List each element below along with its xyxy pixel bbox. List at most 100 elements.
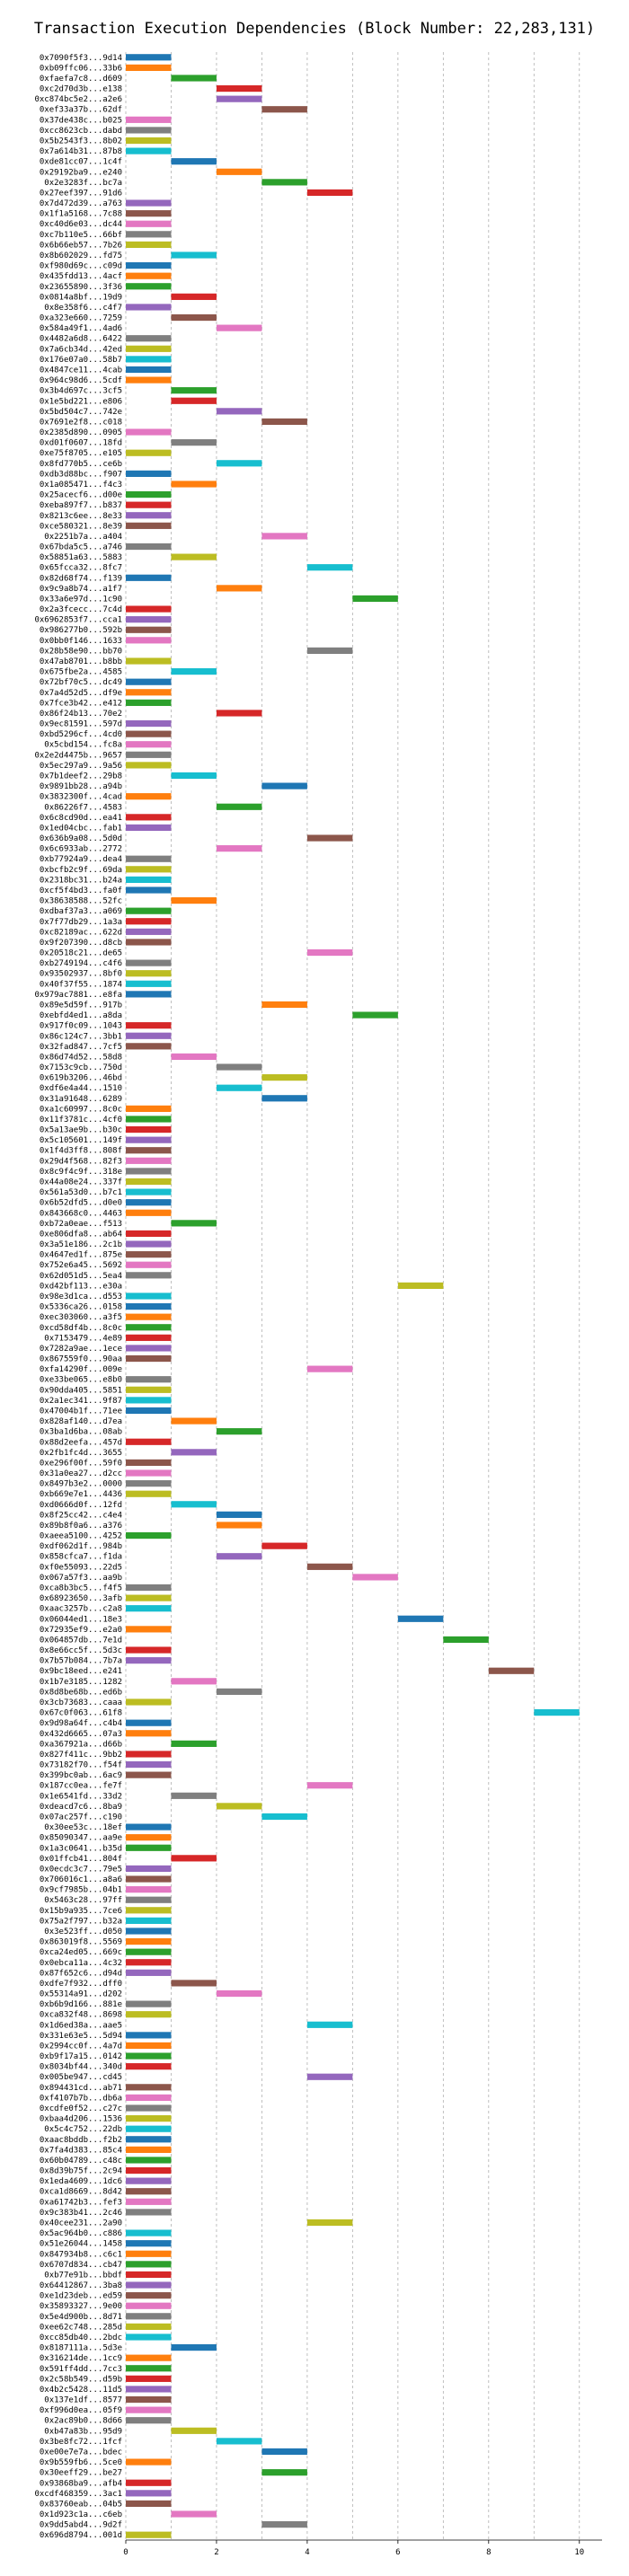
y-tick-label-50: 0x82d68f74...f139 <box>40 574 122 583</box>
y-tick-label-212: 0x6707d834...cb47 <box>40 2261 122 2270</box>
bar-175 <box>126 1875 172 1883</box>
bar-68 <box>126 762 172 769</box>
y-tick-label-64: 0x9ec81591...597d <box>40 720 122 729</box>
bar-197 <box>126 2104 172 2112</box>
y-tick-label-143: 0xdf062d1f...984b <box>40 1542 122 1551</box>
y-tick-label-19: 0x8b602029...fd75 <box>40 251 122 260</box>
bar-183 <box>126 1959 172 1966</box>
bar-21 <box>126 272 172 279</box>
bar-188 <box>126 2011 172 2018</box>
y-tick-label-82: 0xdbaf37a3...a069 <box>40 907 122 916</box>
bar-233 <box>126 2479 172 2486</box>
bar-171 <box>126 1834 172 1841</box>
y-tick-label-58: 0x47ab8701...b8bb <box>40 657 122 666</box>
y-tick-label-81: 0x38638588...52fc <box>40 897 122 906</box>
y-tick-label-157: 0x8d8be68b...ed6b <box>40 1688 122 1697</box>
y-tick-label-4: 0xc874bc5e2...a2e6 <box>34 95 122 104</box>
bar-100 <box>261 1095 307 1102</box>
bar-204 <box>126 2177 172 2184</box>
y-tick-label-221: 0x316214de...1cc9 <box>40 2354 122 2363</box>
bar-203 <box>126 2166 172 2175</box>
bar-70 <box>261 782 307 790</box>
y-tick-label-216: 0x35893327...9e00 <box>40 2302 122 2311</box>
bar-71 <box>126 793 172 800</box>
y-tick-label-147: 0xca8b3bc5...f4f5 <box>40 1584 122 1593</box>
bar-92 <box>352 1011 398 1019</box>
bar-22 <box>126 283 172 290</box>
y-tick-label-66: 0x5cbd154...fc8a <box>44 741 122 750</box>
bar-238 <box>126 2531 172 2538</box>
y-tick-label-223: 0x2c58b549...d59b <box>40 2375 122 2384</box>
y-tick-label-60: 0x72bf70c5...dc49 <box>40 678 122 687</box>
bar-149 <box>126 1605 172 1612</box>
bar-116 <box>126 1261 172 1268</box>
bar-158 <box>126 1698 172 1706</box>
y-tick-label-192: 0xb9f17a15...0142 <box>40 2052 122 2061</box>
bar-118 <box>397 1282 444 1290</box>
y-tick-label-238: 0x696d8794...001d <box>40 2531 122 2540</box>
bar-83 <box>126 918 172 925</box>
bar-202 <box>126 2157 172 2164</box>
y-tick-label-116: 0x752e6a45...5692 <box>40 1261 122 1270</box>
bar-140 <box>216 1511 262 1518</box>
bar-213 <box>126 2271 172 2279</box>
bar-39 <box>216 460 262 467</box>
y-tick-label-90: 0x979ac7881...e8fa <box>34 991 122 1000</box>
bar-30 <box>126 366 172 374</box>
bar-111 <box>126 1209 172 1216</box>
bar-81 <box>171 896 217 904</box>
y-tick-label-219: 0xcc85db40...2bdc <box>40 2333 122 2342</box>
y-tick-label-178: 0x15b9a935...7ce6 <box>40 1907 122 1916</box>
bar-113 <box>126 1230 172 1238</box>
bar-60 <box>126 678 172 685</box>
bar-62 <box>126 699 172 706</box>
bar-52 <box>352 595 398 603</box>
y-tick-label-139: 0xd0666d0f...12fd <box>40 1501 122 1510</box>
y-tick-label-88: 0x93502937...8bf0 <box>40 970 122 979</box>
y-tick-label-54: 0x6962853f7...cca1 <box>34 616 122 625</box>
y-tick-label-159: 0x67c0f063...61f8 <box>40 1709 122 1718</box>
x-tick-label-10: 10 <box>574 2548 584 2557</box>
y-tick-label-36: 0x2385d890...0905 <box>40 428 122 437</box>
y-tick-label-26: 0x584a49f1...4ad6 <box>40 324 122 333</box>
bar-101 <box>126 1105 172 1112</box>
y-tick-label-52: 0x33a6e97d...1c90 <box>40 595 122 604</box>
bar-229 <box>216 2438 262 2445</box>
y-tick-label-184: 0x87f652c6...d94d <box>40 1969 122 1978</box>
y-tick-label-218: 0xee62c748...285d <box>40 2323 122 2332</box>
bar-145 <box>306 1563 353 1570</box>
y-tick-label-96: 0x86d74d52...58d8 <box>40 1053 122 1062</box>
y-tick-label-128: 0x90dda405...5851 <box>40 1386 122 1395</box>
y-tick-label-206: 0xa61742b3...fef3 <box>40 2198 122 2207</box>
y-tick-label-16: 0xc40d6e03...dc44 <box>40 220 122 229</box>
bar-31 <box>126 376 172 384</box>
y-tick-label-199: 0x5c4c752...22db <box>44 2125 122 2134</box>
y-tick-label-227: 0x2ac89b0...8d66 <box>44 2417 122 2426</box>
y-tick-label-11: 0x29192ba9...e240 <box>40 168 122 177</box>
bar-35 <box>261 418 307 426</box>
bar-96 <box>171 1053 217 1061</box>
bar-205 <box>126 2188 172 2195</box>
y-tick-label-101: 0xa1c60997...8c0c <box>40 1105 122 1114</box>
y-tick-label-179: 0x75a2f797...b32a <box>40 1917 122 1926</box>
bar-178 <box>126 1907 172 1914</box>
y-tick-label-97: 0x7153c9cb...750d <box>40 1063 122 1072</box>
y-tick-label-89: 0x40f37f55...1874 <box>40 980 122 989</box>
bar-44 <box>126 512 172 519</box>
y-tick-label-137: 0x8497b3e2...0000 <box>40 1480 122 1489</box>
bar-232 <box>261 2469 307 2476</box>
y-tick-label-110: 0x6b52dfd5...d0e0 <box>40 1199 122 1208</box>
y-tick-label-25: 0xa323e660...7259 <box>40 314 122 323</box>
y-tick-label-94: 0x86c124c7...3bb1 <box>40 1032 122 1041</box>
y-tick-label-62: 0x7fce3b42...e412 <box>40 699 122 708</box>
bar-23 <box>171 293 217 300</box>
bar-95 <box>126 1043 172 1050</box>
y-tick-label-230: 0xe00e7e7a...bdec <box>40 2448 122 2457</box>
y-tick-label-27: 0x4482a6d8...6422 <box>40 335 122 344</box>
y-tick-label-31: 0x964c98d6...5cdf <box>40 376 122 385</box>
y-tick-label-47: 0x67bda5c5...a746 <box>40 543 122 552</box>
chart-title: Transaction Execution Dependencies (Bloc… <box>33 20 596 38</box>
y-tick-label-41: 0x1a085471...f4c3 <box>40 481 122 490</box>
y-tick-label-154: 0x7b57b084...7b7a <box>40 1657 122 1666</box>
bar-207 <box>126 2209 172 2216</box>
